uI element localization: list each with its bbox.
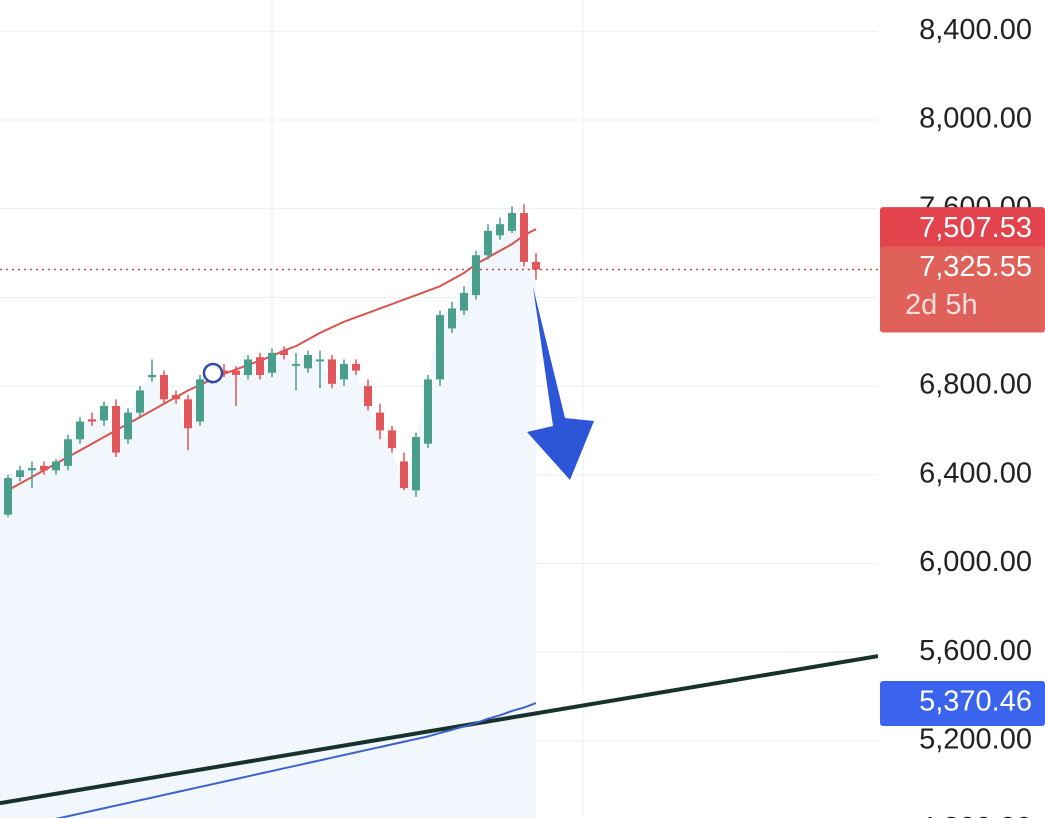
candle-body xyxy=(100,406,108,421)
candle-body xyxy=(280,350,288,356)
candle-body xyxy=(112,406,120,453)
candle-body xyxy=(388,430,396,449)
candle-body xyxy=(508,213,516,231)
down-arrow xyxy=(527,287,594,480)
candle-body xyxy=(184,399,192,429)
price-label: 7,507.53 xyxy=(919,212,1032,244)
candle-body xyxy=(340,363,348,380)
candle-body xyxy=(400,461,408,489)
candle-body xyxy=(220,370,228,373)
candle-body xyxy=(196,379,204,422)
moving-average xyxy=(55,702,537,818)
candle-body xyxy=(520,213,528,262)
candle-body xyxy=(424,379,432,444)
candle-body xyxy=(328,359,336,384)
candle-body xyxy=(160,374,168,400)
close-area xyxy=(0,213,536,818)
candle-body xyxy=(40,465,48,471)
y-tick-label: 4,800.00 xyxy=(919,812,1032,818)
y-tick-label: 8,000.00 xyxy=(919,103,1032,135)
candle-body xyxy=(4,478,12,515)
candle-body xyxy=(292,363,300,366)
candle-body xyxy=(88,419,96,422)
area-layer xyxy=(0,213,536,818)
candle-body xyxy=(484,230,492,256)
candle-body xyxy=(268,352,276,373)
candle-body xyxy=(352,363,360,371)
y-tick-label: 6,400.00 xyxy=(919,457,1032,489)
candle-body xyxy=(136,390,144,413)
price-label-box xyxy=(880,207,1045,253)
candle-body xyxy=(460,292,468,311)
y-tick-label: 6,800.00 xyxy=(919,369,1032,401)
candle-body xyxy=(412,437,420,491)
y-tick-label: 8,400.00 xyxy=(919,14,1032,46)
price-label-box xyxy=(880,681,1045,727)
y-tick-label: 5,200.00 xyxy=(919,723,1032,755)
candle-body xyxy=(76,421,84,440)
trendline xyxy=(0,654,878,806)
candle-body xyxy=(304,355,312,369)
y-axis: 4,800.00 5,200.00 5,600.00 6,000.00 6,400.00… xyxy=(880,14,1045,818)
countdown: 2d 5h xyxy=(905,289,978,321)
candle-body xyxy=(52,461,60,471)
event-marker xyxy=(202,362,224,384)
candle-body xyxy=(64,439,72,466)
candle-body xyxy=(244,359,252,375)
price-label: 5,370.46 xyxy=(919,686,1032,718)
candle-body xyxy=(16,470,24,477)
candle-body xyxy=(496,224,504,236)
candle-body xyxy=(472,255,480,296)
candle-body xyxy=(28,468,36,471)
candle-body xyxy=(436,315,444,380)
y-tick-label: 6,000.00 xyxy=(919,546,1032,578)
candle-body xyxy=(364,386,372,407)
candle-body xyxy=(172,394,180,400)
price-label: 7,325.55 xyxy=(919,251,1032,283)
candle-body xyxy=(532,261,540,270)
candle-body xyxy=(316,359,324,362)
y-tick-label: 5,600.00 xyxy=(919,635,1032,667)
price-label-box xyxy=(880,246,1045,333)
candle-body xyxy=(124,412,132,440)
candle-body xyxy=(256,357,264,375)
candle-body xyxy=(232,370,240,375)
candle-body xyxy=(448,308,456,329)
candle-body xyxy=(148,374,156,378)
candle-body xyxy=(376,412,384,431)
